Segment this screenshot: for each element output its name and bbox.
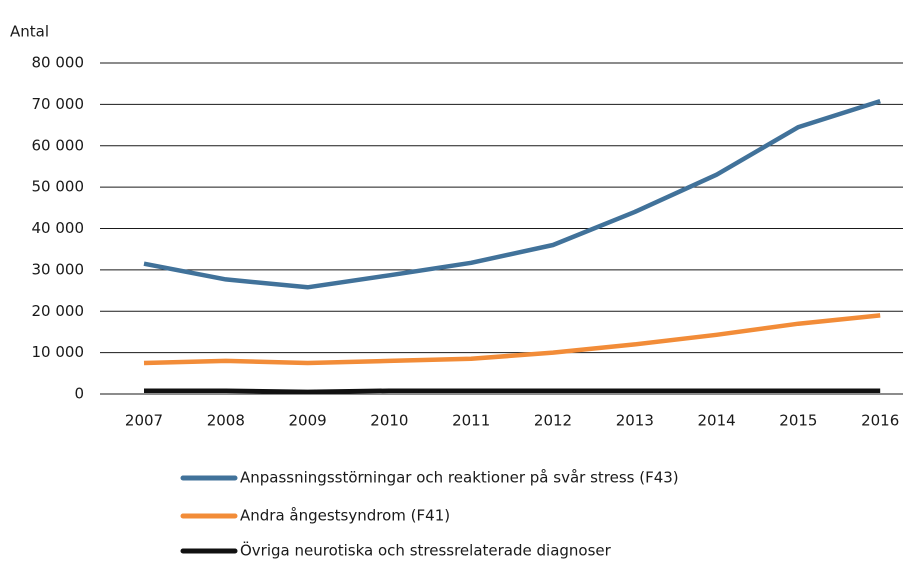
series-line [143, 98, 881, 290]
x-tick-label: 2013 [616, 412, 654, 430]
legend-label: Övriga neurotiska och stressrelaterade d… [240, 541, 612, 560]
y-tick-label: 80 000 [32, 54, 85, 72]
y-tick-label: 30 000 [32, 260, 85, 278]
legend-label: Anpassningsstörningar och reaktioner på … [240, 469, 679, 487]
y-tick-label: 50 000 [32, 178, 85, 196]
x-tick-label: 2008 [207, 412, 245, 430]
y-axis-label: Antal [10, 23, 49, 41]
x-tick-label: 2007 [125, 412, 163, 430]
x-tick-label: 2016 [861, 412, 899, 430]
x-tick-label: 2010 [370, 412, 408, 430]
y-tick-label: 40 000 [32, 219, 85, 237]
x-tick-label: 2012 [534, 412, 572, 430]
y-tick-label: 70 000 [32, 95, 85, 113]
y-tick-label: 60 000 [32, 136, 85, 154]
x-tick-label: 2009 [289, 412, 327, 430]
x-tick-label: 2015 [779, 412, 817, 430]
y-tick-label: 0 [74, 385, 84, 403]
y-tick-label: 10 000 [32, 343, 85, 361]
series-line [143, 313, 881, 366]
legend-label: Andra ångestsyndrom (F41) [240, 507, 450, 525]
x-tick-label: 2011 [452, 412, 490, 430]
series-line [144, 388, 881, 395]
y-tick-label: 20 000 [32, 302, 85, 320]
x-tick-label: 2014 [698, 412, 736, 430]
